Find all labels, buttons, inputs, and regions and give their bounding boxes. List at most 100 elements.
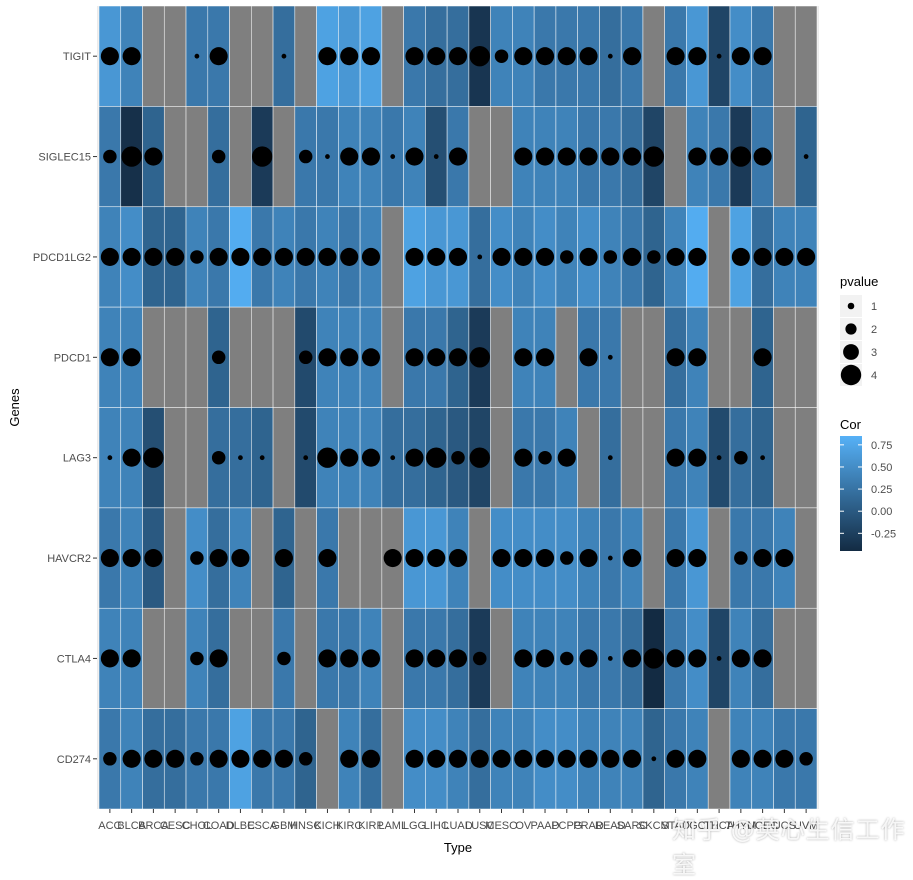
pvalue-point: [361, 649, 381, 668]
x-tick-label: KIRP: [358, 820, 384, 832]
heatmap-tile: [185, 306, 209, 408]
pvalue-point: [405, 147, 424, 166]
pvalue-point: [100, 348, 119, 367]
pvalue-point: [623, 147, 642, 166]
legend-pvalue-point: [845, 323, 857, 335]
heatmap-tile: [163, 306, 187, 408]
x-tick-label: KIRC: [336, 820, 362, 832]
pvalue-point: [318, 47, 337, 66]
pvalue-point: [557, 147, 576, 166]
pvalue-point: [473, 651, 487, 666]
pvalue-point: [775, 247, 794, 266]
legend-cor-label: -0.25: [871, 528, 896, 540]
x-tick-label: DLBC: [226, 820, 255, 832]
heatmap-tile: [794, 407, 818, 509]
pvalue-point: [405, 749, 424, 768]
pvalue-point: [643, 146, 665, 167]
pvalue-point: [103, 149, 117, 164]
heatmap-tile: [707, 306, 731, 408]
pvalue-point: [535, 47, 555, 66]
pvalue-point: [122, 549, 141, 568]
pvalue-point: [753, 649, 772, 668]
pvalue-point: [601, 749, 620, 768]
heatmap-tile: [490, 607, 513, 709]
pvalue-point: [731, 47, 750, 66]
x-tick-label: TGCT: [682, 820, 712, 832]
pvalue-point: [251, 146, 273, 167]
pvalue-point: [100, 549, 119, 568]
heatmap-tile: [381, 206, 404, 308]
pvalue-point: [535, 549, 555, 568]
heatmap-tile: [381, 5, 404, 107]
legend-cor-title: Cor: [840, 417, 862, 432]
x-tick-label: LUSC: [465, 820, 494, 832]
heatmap-dotplot: TIGIT SIGLEC15 PDCD1LG2 PDCD1 LAG3 HAVCR2 CTLA…: [7, 5, 896, 855]
heatmap-tile: [381, 306, 404, 408]
x-tick-label: CESC: [160, 820, 191, 832]
pvalue-point: [477, 254, 483, 260]
y-tick-label: LAG3: [63, 453, 91, 465]
pvalue-point: [194, 53, 200, 59]
pvalue-point: [231, 247, 250, 266]
pvalue-point: [753, 749, 772, 768]
pvalue-point: [144, 749, 163, 768]
pvalue-point: [469, 347, 490, 368]
pvalue-point: [579, 47, 598, 66]
pvalue-point: [753, 348, 772, 367]
x-tick-label: PAAD: [530, 820, 559, 832]
pvalue-point: [448, 649, 468, 668]
pvalue-point: [318, 649, 337, 668]
pvalue-point: [492, 247, 511, 266]
pvalue-point: [427, 549, 446, 568]
pvalue-point: [122, 348, 141, 367]
y-tick-label: PDCD1LG2: [33, 252, 91, 264]
pvalue-point: [448, 147, 468, 166]
pvalue-point: [716, 656, 722, 661]
pvalue-point: [405, 47, 424, 66]
pvalue-point: [579, 348, 598, 367]
pvalue-point: [144, 549, 163, 568]
x-tick-label: UCS: [773, 820, 796, 832]
x-tick-label: LGG: [403, 820, 426, 832]
pvalue-point: [803, 154, 809, 159]
pvalue-point: [211, 450, 226, 465]
pvalue-point: [405, 649, 424, 668]
pvalue-point: [231, 549, 250, 568]
pvalue-point: [122, 448, 141, 467]
x-tick-label: LAML: [378, 820, 407, 832]
pvalue-point: [426, 447, 447, 468]
pvalue-point: [623, 47, 642, 66]
heatmap-tile: [794, 507, 818, 609]
pvalue-point: [710, 147, 729, 166]
pvalue-point: [277, 651, 291, 666]
pvalue-point: [514, 448, 533, 467]
heatmap-tile: [490, 306, 513, 408]
pvalue-point: [448, 348, 468, 367]
legend-pvalue-point: [843, 344, 859, 360]
pvalue-point: [514, 348, 533, 367]
x-tick-label: MESO: [485, 820, 518, 832]
pvalue-point: [470, 749, 489, 768]
x-tick-label: BRCA: [138, 820, 169, 832]
heatmap-tile: [490, 407, 513, 509]
pvalue-point: [209, 549, 228, 568]
pvalue-point: [274, 749, 293, 768]
pvalue-point: [122, 749, 141, 768]
pvalue-point: [514, 247, 533, 266]
pvalue-point: [560, 551, 574, 565]
pvalue-point: [448, 549, 468, 568]
heatmap-tile: [555, 306, 578, 408]
pvalue-point: [688, 47, 707, 66]
heatmap-tile: [163, 607, 187, 709]
pvalue-point: [607, 53, 613, 59]
pvalue-point: [799, 752, 813, 766]
pvalue-point: [209, 247, 228, 266]
pvalue-point: [405, 348, 424, 367]
x-tick-label: OV: [515, 820, 532, 832]
pvalue-point: [122, 47, 141, 66]
pvalue-point: [340, 348, 359, 367]
pvalue-point: [666, 549, 685, 568]
pvalue-point: [361, 47, 381, 66]
heatmap-tile: [142, 306, 165, 408]
heatmap-tile: [294, 5, 317, 107]
